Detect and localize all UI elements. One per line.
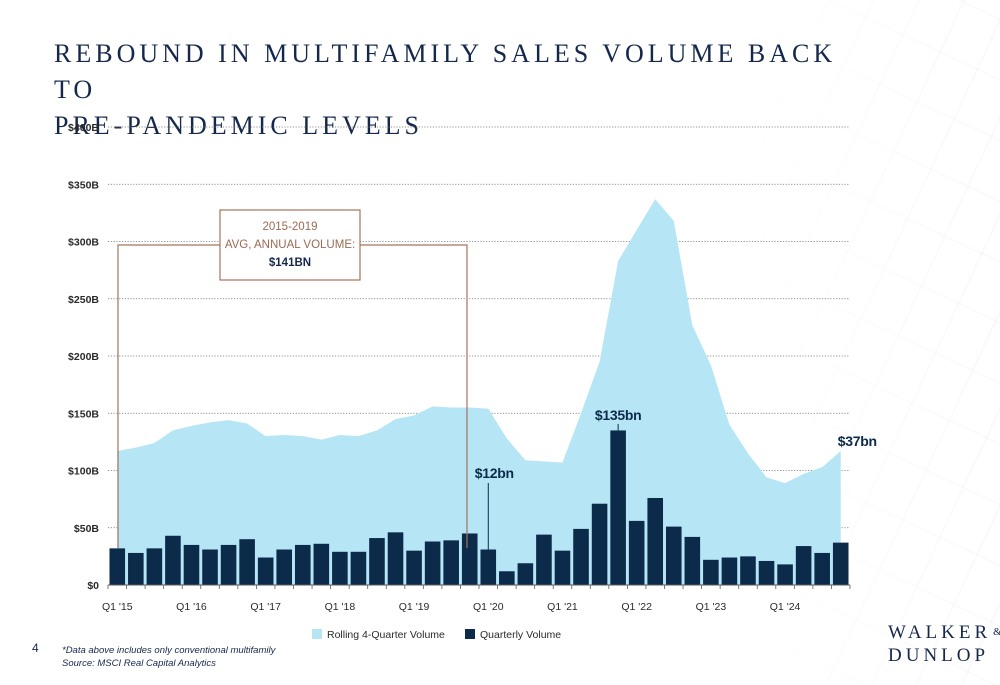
callout-label: $37bn [838,433,877,449]
y-axis-labels: $0 $50B $100B $150B $200B $250B $300B $350B $400… [68,122,99,592]
quarterly-bar [350,551,367,585]
quarterly-bar [146,548,163,585]
annotation-line-2: AVG, ANNUAL VOLUME: [225,239,355,251]
quarterly-volume-bars [109,430,849,585]
quarterly-bar [832,542,849,585]
y-tick-label: $350B [68,179,99,191]
quarterly-bar [480,549,497,585]
quarterly-bar [684,536,701,585]
quarterly-bar [109,548,126,585]
quarterly-bar [443,540,459,585]
x-tick-label: Q1 '19 [399,601,430,613]
quarterly-bar [610,430,626,585]
quarterly-bar [721,557,738,585]
logo-walker: WALKER [888,622,992,643]
quarterly-bar [332,551,348,585]
quarterly-bar [424,541,441,585]
footnote-source: Source: MSCI Real Capital Analytics [62,658,216,669]
quarterly-bar [536,534,552,585]
quarterly-bar [517,563,534,585]
page-title-line-1: REBOUND IN MULTIFAMILY SALES VOLUME BACK… [54,39,837,104]
x-tick-label: Q1 '15 [102,601,133,613]
logo-dunlop: DUNLOP [888,645,990,666]
x-tick-label: Q1 '16 [176,601,207,613]
quarterly-bar [461,533,478,585]
quarterly-bar [591,503,608,585]
quarterly-bar [795,546,812,585]
quarterly-bar [257,557,274,585]
page-number: 4 [32,641,39,655]
y-tick-label: $100B [68,466,99,478]
page-title-line-2: PRE-PANDEMIC LEVELS [54,111,424,140]
quarterly-bar [406,550,422,585]
quarterly-bar [665,526,682,585]
callout-label: $12bn [475,465,514,481]
y-tick-label: $0 [87,580,99,592]
annotation-line-3: $141BN [269,257,311,269]
x-tick-label: Q1 '22 [621,601,652,613]
x-tick-label: Q1 '24 [770,601,801,613]
footnote-conventional: *Data above includes only conventional m… [62,645,276,656]
y-tick-label: $300B [68,237,99,249]
avg-volume-bracket: 2015-2019 AVG, ANNUAL VOLUME: $141BN [117,209,468,548]
quarterly-bar [276,549,293,585]
logo-ampersand: & [993,626,1000,638]
quarterly-bar [740,556,756,585]
quarterly-bar [628,520,645,585]
y-tick-label: $50B [74,523,100,535]
quarterly-bar [814,552,830,585]
annotation-box [219,209,361,281]
footnotes: *Data above includes only conventional m… [62,644,275,670]
legend: Rolling 4-Quarter Volume Quarterly Volume [312,629,561,641]
quarterly-bar [183,544,200,585]
quarterly-bar [165,535,181,585]
x-tick-label: Q1 '23 [696,601,727,613]
x-axis-labels: Q1 '15 Q1 '16 Q1 '17 Q1 '18 Q1 '19 Q1 '20 Q1 '… [102,601,801,613]
annotation-line-1: 2015-2019 [263,221,318,233]
x-tick-label: Q1 '18 [325,601,356,613]
y-tick-label: $250B [68,294,99,306]
quarterly-bar [202,549,218,585]
quarterly-bar [573,528,589,585]
quarterly-bar [294,544,311,585]
page-title: REBOUND IN MULTIFAMILY SALES VOLUME BACK… [54,36,874,144]
y-tick-label: $200B [68,351,99,363]
quarterly-bar [387,532,404,585]
quarterly-bar [128,552,144,585]
y-tick-label: $400B [68,122,99,134]
quarterly-bar [554,550,571,585]
legend-label-quarterly: Quarterly Volume [480,629,561,641]
quarterly-bar [777,564,793,585]
quarterly-bar [239,539,255,585]
quarterly-bar [499,571,515,585]
rolling-4-quarter-area [117,199,841,585]
legend-swatch-quarterly [465,629,475,639]
x-axis-ticks [107,585,851,589]
quarterly-bar [313,543,330,585]
x-tick-label: Q1 '17 [250,601,281,613]
quarterly-bar [758,560,775,585]
quarterly-bar [647,497,664,585]
x-tick-label: Q1 '20 [473,601,504,613]
y-tick-label: $150B [68,408,99,420]
value-callouts: $12bn $135bn $37bn [475,407,877,550]
quarterly-bar [369,538,385,585]
quarterly-bar [220,544,237,585]
legend-label-rolling: Rolling 4-Quarter Volume [327,629,445,641]
quarterly-bar [703,559,719,585]
legend-swatch-rolling [312,629,322,639]
x-tick-label: Q1 '21 [547,601,578,613]
callout-label: $135bn [595,407,641,423]
walker-dunlop-logo: WALKER& DUNLOP [888,621,1000,667]
